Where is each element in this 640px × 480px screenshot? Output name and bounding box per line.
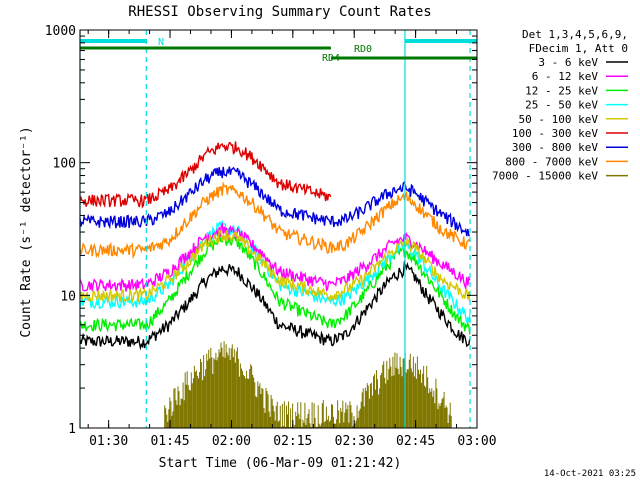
x-tick-label: 02:15 [273, 434, 312, 449]
legend-entry-label: 100 - 300 keV [512, 127, 598, 140]
y-axis-label: Count Rate (s⁻¹ detector⁻¹) [19, 126, 34, 337]
y-tick-label: 100 [53, 157, 76, 172]
footer-timestamp: 14-Oct-2021 03:25 [544, 469, 636, 479]
y-tick-label: 1 [68, 422, 76, 437]
legend-entry-label: 300 - 800 keV [512, 141, 598, 154]
series-7000-15000keV [164, 341, 452, 428]
series-line [164, 341, 452, 428]
legend-entry-label: 50 - 100 keV [519, 113, 599, 126]
legend-entry-label: 12 - 25 keV [525, 84, 598, 97]
y-tick-label: 1000 [45, 24, 76, 39]
x-tick-label: 02:30 [335, 434, 374, 449]
legend-entry-label: 3 - 6 keV [538, 56, 598, 69]
legend-entry-label: 25 - 50 keV [525, 99, 598, 112]
chart-title: RHESSI Observing Summary Count Rates [128, 4, 431, 20]
x-tick-label: 03:00 [457, 434, 496, 449]
flag-label-rd0: RD0 [354, 44, 372, 55]
legend-entry-label: 6 - 12 keV [532, 70, 599, 83]
x-tick-label: 02:45 [396, 434, 435, 449]
x-tick-label: 01:45 [150, 434, 189, 449]
flag-label-rd4: RD4 [322, 53, 340, 64]
axis-layer: 01:30 01:45 02:00 02:15 02:30 02:45 03:00 1 10 10… [45, 24, 497, 449]
series-layer [79, 141, 471, 428]
series-line [79, 141, 332, 209]
x-axis-label: Start Time (06-Mar-09 01:21:42) [159, 456, 402, 471]
y-tick-label: 10 [60, 289, 76, 304]
x-tick-label: 02:00 [212, 434, 251, 449]
series-line [79, 219, 471, 323]
flag-layer: N RD0 RD4 [79, 30, 477, 428]
series-25-50keV [79, 219, 471, 323]
series-100-300keV [79, 141, 332, 209]
legend-header: FDecim 1, Att 0 [529, 42, 628, 55]
legend: Det 1,3,4,5,6,9,FDecim 1, Att 03 - 6 keV… [492, 28, 628, 183]
flag-label-n: N [158, 37, 164, 48]
legend-header: Det 1,3,4,5,6,9, [522, 28, 628, 41]
legend-entry-label: 800 - 7000 keV [505, 155, 598, 168]
legend-entry-label: 7000 - 15000 keV [492, 170, 598, 183]
series-line [79, 229, 471, 304]
series-50-100keV [79, 229, 471, 304]
plot-frame [79, 29, 478, 429]
x-tick-label: 01:30 [89, 434, 128, 449]
